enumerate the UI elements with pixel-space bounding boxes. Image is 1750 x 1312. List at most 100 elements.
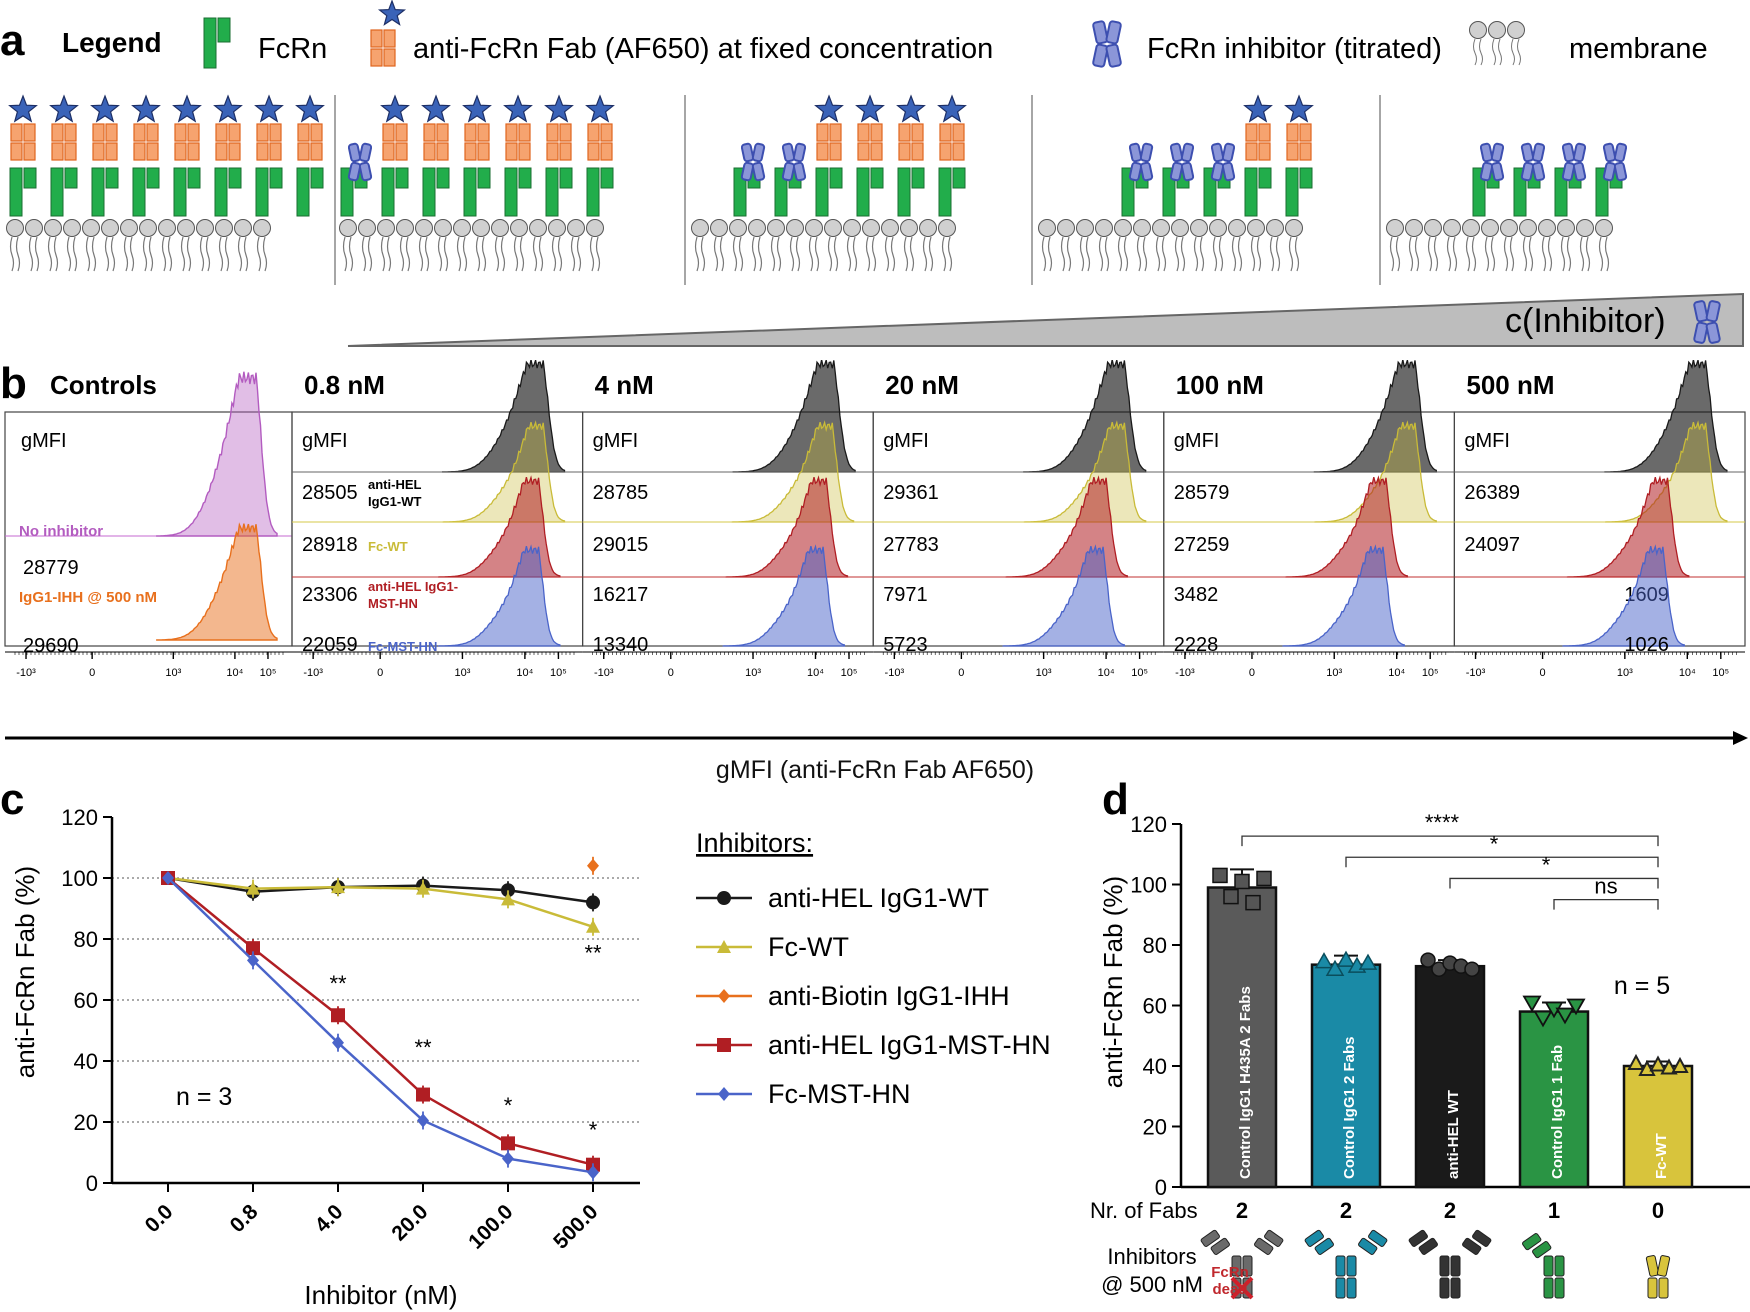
gmfi-value: 28505 (302, 482, 358, 504)
tick-label: -10³ (594, 667, 614, 679)
inhibitor-domain (1561, 161, 1576, 182)
inhibitor-domain (1221, 161, 1236, 182)
line-legend: anti-HEL IgG1-WT Fc-WT anti-Biotin IgG1-IH… (696, 883, 1051, 1109)
lipid-head (710, 219, 728, 237)
fab-domain (1245, 142, 1258, 161)
gmfi-header: gMFI (21, 430, 67, 452)
lipid-tail (732, 236, 744, 272)
fcrn-chain (829, 167, 843, 189)
tick-label: 0 (958, 667, 964, 679)
fab-domain (423, 142, 436, 161)
star-icon (503, 94, 533, 123)
lipid-head (82, 219, 100, 237)
lipid-head (824, 219, 842, 237)
fab-domain (857, 142, 870, 161)
tick-label: 10⁴ (1679, 667, 1696, 679)
y-tick-label: 80 (1143, 933, 1167, 958)
fab-domain (1258, 142, 1271, 161)
lipid-head (691, 219, 709, 237)
gmfi-header: gMFI (593, 430, 639, 452)
inhibitors-row-label-2: @ 500 nM (1101, 1272, 1203, 1297)
lipid-head (377, 219, 395, 237)
data-point (1336, 950, 1356, 967)
gmfi-value: 7971 (883, 584, 928, 606)
lipid-head (567, 219, 585, 237)
lipid-head (253, 219, 271, 237)
fab-domain (423, 123, 436, 142)
fcrn-chain (1244, 167, 1258, 217)
inhibitor-domain (1092, 20, 1109, 45)
antibody-domain (1418, 1237, 1438, 1255)
star-icon (1284, 94, 1314, 123)
lipid-tail (85, 236, 97, 272)
data-point (1660, 1058, 1678, 1075)
data-point (1627, 1053, 1645, 1070)
lipid-head (1171, 219, 1189, 237)
histogram-blue (722, 544, 846, 647)
lipid-tail (28, 236, 40, 272)
lipid-head (491, 219, 509, 237)
tick-label: 10³ (1326, 667, 1342, 679)
fab-count: 2 (1444, 1198, 1456, 1223)
y-tick-label: 100 (61, 866, 98, 891)
inhibitor-domain (751, 161, 766, 182)
lipid-head (548, 219, 566, 237)
lipid-tail (9, 236, 21, 272)
histogram-blue (1282, 544, 1405, 647)
gmfi-value: 28779 (23, 557, 79, 579)
lipid-tail (589, 236, 601, 272)
inhibitors-row-label: Inhibitors (1107, 1244, 1196, 1269)
data-point (1234, 873, 1250, 890)
star-icon (131, 94, 161, 123)
star-icon (1243, 94, 1273, 123)
fcrn-chain (9, 167, 23, 217)
control-label: IgG1-IHH @ 500 nM (19, 589, 157, 606)
gmfi-value: 27783 (883, 534, 939, 556)
gmfi-value: 26389 (1464, 482, 1520, 504)
legend-label: anti-HEL IgG1-MST-HN (768, 1030, 1051, 1060)
lipid-tail (1193, 236, 1205, 272)
lipid-tail (1389, 236, 1401, 272)
lipid-tail (1288, 236, 1300, 272)
tick-label: 10⁴ (807, 667, 824, 679)
inhibitor-domain (781, 161, 796, 182)
membrane-scenes (6, 94, 1628, 285)
concentration-title: 0.8 nM (304, 370, 385, 400)
lipid-head (767, 219, 785, 237)
lipid-tail (751, 236, 763, 272)
significance-mark: ** (329, 971, 347, 996)
lipid-head (1462, 219, 1480, 237)
series-label: anti-HEL IgG1- (368, 579, 458, 594)
fab-domain (10, 123, 23, 142)
data-point (1245, 894, 1261, 911)
lipid-head (415, 219, 433, 237)
lipid-head (1500, 219, 1518, 237)
inhibitor-domain (1520, 161, 1535, 182)
scene (339, 94, 615, 272)
lipid-tail (237, 236, 249, 272)
tick-label: 10³ (1036, 667, 1052, 679)
data-point (1325, 959, 1345, 976)
panel-a-label: a (0, 16, 25, 65)
fcrn-chain (504, 167, 518, 217)
panel-c-label: c (0, 775, 24, 824)
lipid-head (1576, 219, 1594, 237)
gmfi-value: 28918 (302, 534, 358, 556)
data-point (1223, 888, 1239, 905)
inhibitor-domain (1693, 300, 1709, 323)
lipid-head (1424, 219, 1442, 237)
lipid-head (120, 219, 138, 237)
fcrn-chain (870, 167, 884, 189)
fab-domain (477, 123, 490, 142)
panel-d-label: d (1102, 775, 1129, 824)
legend-title: Legend (62, 27, 162, 58)
fcrn-chain (228, 167, 242, 189)
star-icon (814, 94, 844, 123)
series-line (167, 877, 594, 1174)
antibody-domain (1439, 1277, 1450, 1299)
bar-label: anti-HEL WT (1445, 1090, 1462, 1179)
panel-b-label: b (0, 360, 27, 408)
inhibitor-domain (1490, 161, 1505, 182)
fab-domain (870, 123, 883, 142)
